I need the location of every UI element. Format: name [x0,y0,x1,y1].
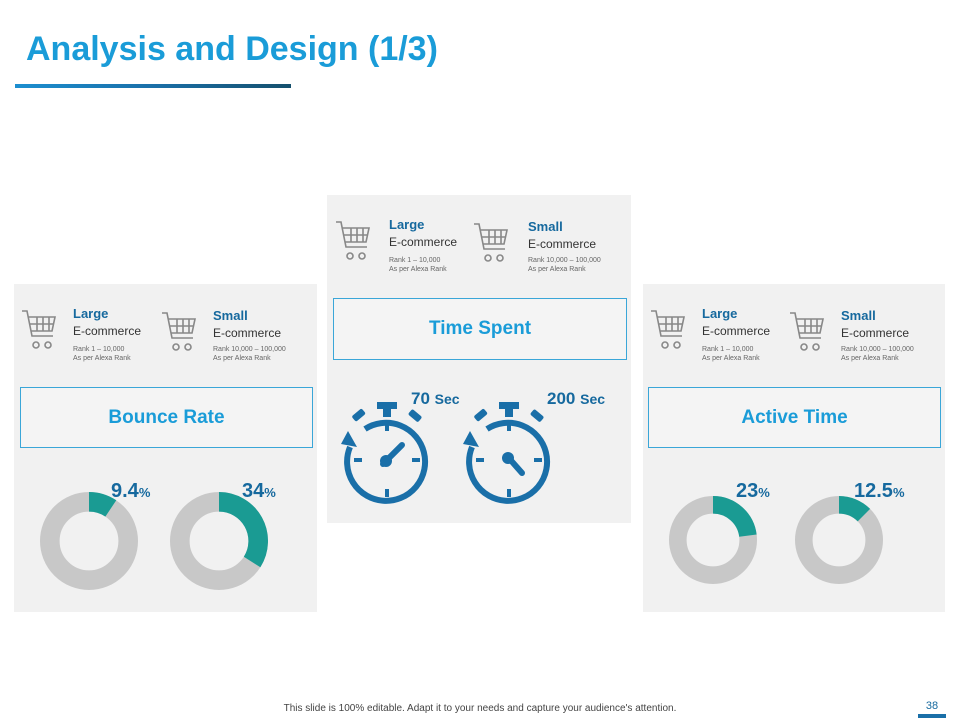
small-time-value: 200 Sec [547,389,606,408]
shopping-cart-icon [335,221,370,260]
title-underline [15,84,291,88]
rank-line-1: Rank 10,000 – 100,000 [841,346,914,353]
small-label: Small [841,308,876,323]
shopping-cart-icon [161,312,196,351]
small-bounce-value: 34% [242,480,276,502]
rank-line-1: Rank 10,000 – 100,000 [528,257,601,264]
time-spent-panel: Large E-commerce Rank 1 – 10,000 As per … [327,195,631,523]
shopping-cart-icon [650,310,685,349]
rank-line-2: As per Alexa Rank [702,355,760,362]
footer-note: This slide is 100% editable. Adapt it to… [283,703,677,714]
rank-line-1: Rank 1 – 10,000 [389,257,441,264]
ecommerce-label: E-commerce [702,324,771,338]
small-label: Small [213,308,248,323]
large-active-value: 23% [736,480,770,502]
rank-line-1: Rank 1 – 10,000 [73,346,125,353]
small-active-donut [795,496,883,584]
donut-slice-value [218,492,268,568]
large-label: Large [702,306,738,321]
rank-line-2: As per Alexa Rank [213,355,271,362]
ecommerce-label: E-commerce [213,326,282,340]
shopping-cart-icon [473,223,508,262]
ecommerce-label: E-commerce [389,235,458,249]
stopwatch-icon [463,402,551,504]
slide-title: Analysis and Design (1/3) [26,30,438,68]
bounce-rate-label: Bounce Rate [20,387,313,448]
large-time-value: 70 Sec [411,389,460,408]
rank-line-2: As per Alexa Rank [528,266,586,273]
large-label: Large [73,306,109,321]
large-bounce-value: 9.4% [111,480,151,502]
rank-line-1: Rank 1 – 10,000 [702,346,754,353]
page-number: 38 [925,700,939,712]
shopping-cart-icon [21,310,56,349]
bounce-rate-panel: Large E-commerce Rank 1 – 10,000 As per … [14,284,317,612]
small-active-value: 12.5% [854,480,905,502]
rank-line-2: As per Alexa Rank [841,355,899,362]
donut-slice-value [712,496,757,538]
large-active-donut [669,496,757,584]
donut-slice-value [838,496,871,522]
ecommerce-label: E-commerce [73,324,142,338]
rank-line-1: Rank 10,000 – 100,000 [213,346,286,353]
active-time-label: Active Time [648,387,941,448]
active-time-panel: Large E-commerce Rank 1 – 10,000 As per … [643,284,945,612]
small-label: Small [528,219,563,234]
rank-line-2: As per Alexa Rank [73,355,131,362]
large-label: Large [389,217,425,232]
shopping-cart-icon [789,312,824,351]
donut-slice-value [88,492,117,517]
donut-slice-remainder [40,492,138,590]
rank-line-2: As per Alexa Rank [389,266,447,273]
small-bounce-donut [170,492,268,590]
page-number-bar [918,714,946,718]
time-spent-label: Time Spent [333,298,627,360]
ecommerce-label: E-commerce [841,326,910,340]
ecommerce-label: E-commerce [528,237,597,251]
stopwatch-icon [341,402,429,504]
large-bounce-donut [40,492,138,590]
